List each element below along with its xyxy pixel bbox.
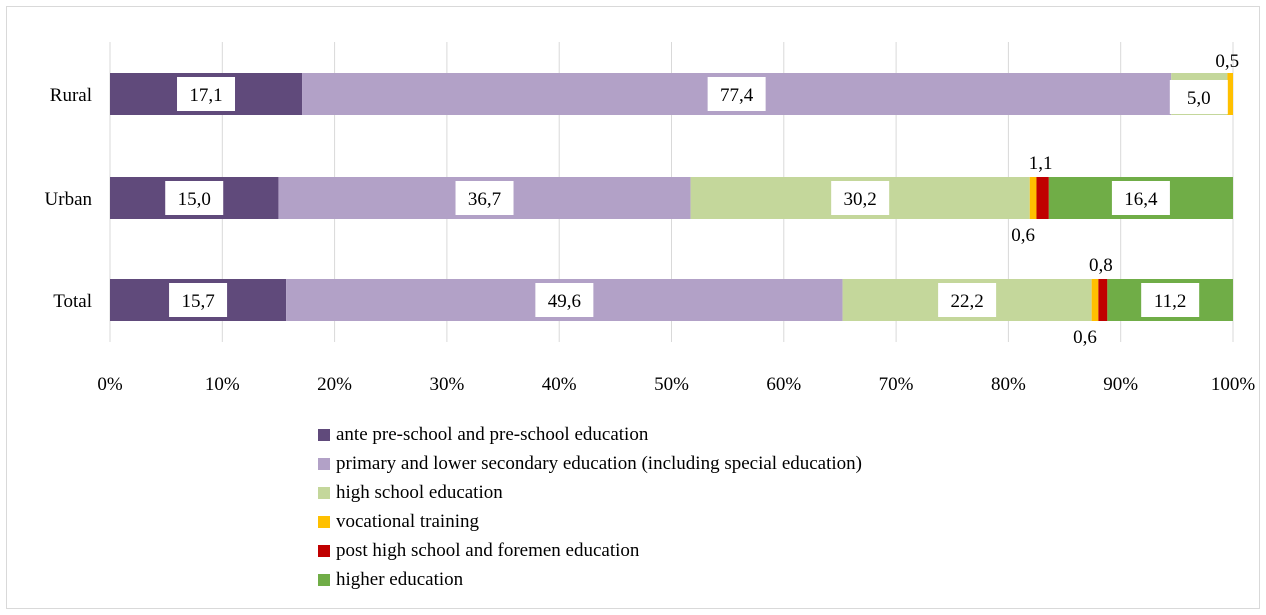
data-label-box [1169,80,1228,114]
legend-label: higher education [336,569,464,590]
data-label: 16,4 [1124,189,1158,210]
legend-swatch [318,457,330,470]
legend-item: higher education [318,565,862,594]
x-tick-label: 40% [542,374,577,395]
bar-segment [1091,279,1099,321]
data-label-box [169,283,228,317]
data-label: 0,6 [1073,327,1097,348]
legend-label: vocational training [336,511,479,532]
category-label: Total [53,291,92,312]
data-label-box [165,181,224,215]
legend-label: primary and lower secondary education (i… [336,453,862,474]
data-label: 15,7 [181,291,214,312]
data-label-box [1141,283,1200,317]
data-label: 15,0 [178,189,211,210]
legend-item: high school education [318,478,862,507]
data-label: 49,6 [548,291,581,312]
data-label: 36,7 [468,189,501,210]
category-labels: Rural Urban Total [45,85,93,312]
data-labels: 17,1 77,4 5,00,5 15,0 36,7 30,2 0,6 1,1 16,4 15,7… [165,51,1239,348]
data-label: 0,6 [1011,225,1035,246]
x-tick-label: 80% [991,374,1026,395]
legend-swatch [318,515,330,528]
legend-item: ante pre-school and pre-school education [318,420,862,449]
x-tick-label: 90% [1103,374,1138,395]
legend-swatch [318,544,330,557]
x-tick-labels: 0% 10% 20% 30% 40% 50% 60% 70% 80% 90% 100% [97,374,1255,395]
category-label: Rural [50,85,92,106]
legend-label: post high school and foremen education [336,540,640,561]
data-label: 11,2 [1154,291,1187,312]
data-label: 0,5 [1215,51,1239,72]
bars [110,73,1233,321]
x-tick-label: 0% [97,374,123,395]
legend-item: vocational training [318,507,862,536]
data-label: 1,1 [1029,153,1053,174]
data-label: 17,1 [189,85,222,106]
legend-item: post high school and foremen education [318,536,862,565]
data-label-box [1111,181,1170,215]
x-tick-label: 30% [429,374,464,395]
bar-segment [1029,177,1037,219]
x-tick-label: 20% [317,374,352,395]
bar-segment [1098,279,1108,321]
data-label: 77,4 [720,85,754,106]
data-label-box [177,77,236,111]
data-label: 30,2 [844,189,877,210]
x-tick-label: 70% [879,374,914,395]
data-label-box [455,181,514,215]
data-label-box [831,181,890,215]
data-label-box [707,77,766,111]
data-label: 5,0 [1187,88,1211,109]
legend-swatch [318,428,330,441]
x-tick-label: 10% [205,374,240,395]
legend-item: primary and lower secondary education (i… [318,449,862,478]
data-label-box [938,283,997,317]
x-tick-label: 50% [654,374,689,395]
x-tick-label: 60% [766,374,801,395]
legend: ante pre-school and pre-school education… [318,420,862,594]
legend-label: high school education [336,482,503,503]
legend-swatch [318,573,330,586]
data-label: 0,8 [1089,255,1113,276]
x-tick-label: 100% [1211,374,1256,395]
category-label: Urban [45,189,93,210]
data-label-box [535,283,594,317]
legend-label: ante pre-school and pre-school education [336,424,649,445]
data-label: 22,2 [950,291,983,312]
legend-swatch [318,486,330,499]
bar-segment [1227,73,1233,115]
bar-segment [1036,177,1049,219]
